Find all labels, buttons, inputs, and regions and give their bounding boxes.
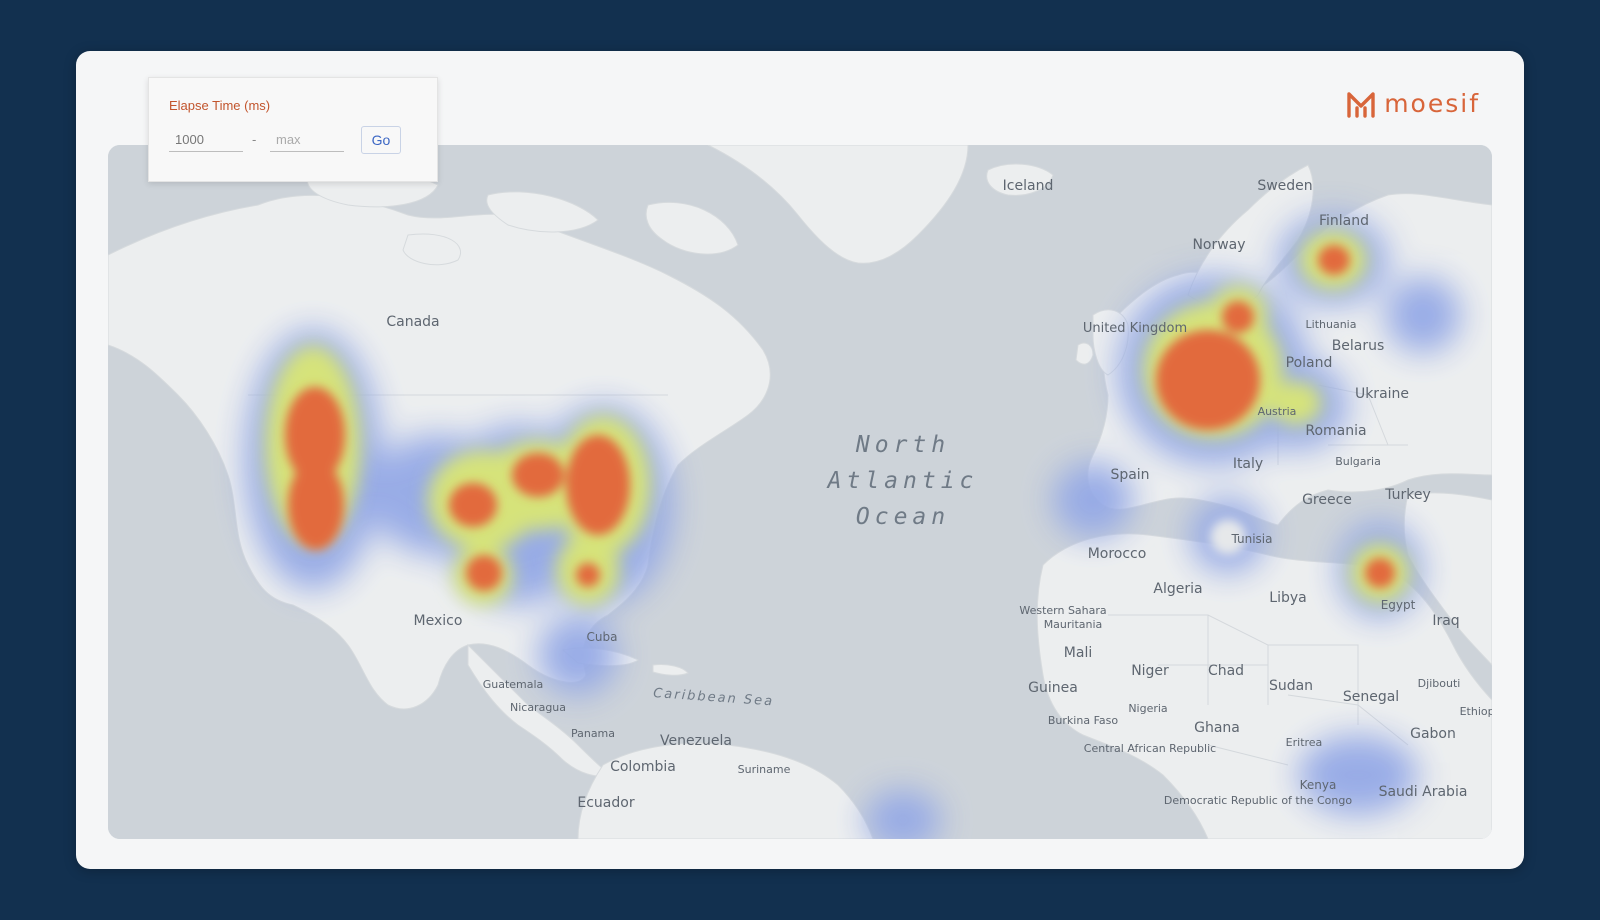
place-label-iceland: Iceland <box>1003 178 1054 194</box>
place-label-belarus: Belarus <box>1332 338 1385 354</box>
place-label-algeria: Algeria <box>1153 581 1202 597</box>
place-label-lithuania: Lithuania <box>1306 318 1357 331</box>
place-label-senegal: Senegal <box>1343 689 1399 705</box>
place-label-morocco: Morocco <box>1088 546 1147 562</box>
place-label-sweden: Sweden <box>1257 178 1312 194</box>
place-label-suriname: Suriname <box>738 763 791 776</box>
ocean-label-line-2: Atlantic <box>826 468 979 494</box>
place-label-mali: Mali <box>1064 645 1092 661</box>
place-label-central-african-republic: Central African Republic <box>1084 742 1216 755</box>
place-label-finland: Finland <box>1319 213 1369 229</box>
place-label-western-sahara: Western Sahara <box>1019 604 1106 617</box>
place-label-venezuela: Venezuela <box>660 733 732 749</box>
place-label-poland: Poland <box>1286 355 1333 371</box>
place-label-nicaragua: Nicaragua <box>510 701 566 714</box>
max-elapse-input[interactable] <box>270 128 344 152</box>
brand-name: moesif <box>1384 89 1480 118</box>
place-label-canada: Canada <box>386 314 439 330</box>
heat-layer-high <box>285 245 1395 591</box>
place-label-bulgaria: Bulgaria <box>1335 455 1381 468</box>
filter-title: Elapse Time (ms) <box>169 98 271 113</box>
place-label-greece: Greece <box>1302 492 1352 508</box>
world-heatmap[interactable]: North Atlantic Ocean Caribbean Sea Canad… <box>108 145 1492 839</box>
place-label-burkina-faso: Burkina Faso <box>1048 714 1118 727</box>
place-label-ghana: Ghana <box>1194 720 1240 736</box>
place-label-kenya: Kenya <box>1300 778 1337 792</box>
range-separator: - <box>252 132 257 147</box>
place-label-eritrea: Eritrea <box>1286 736 1323 749</box>
place-label-mexico: Mexico <box>414 613 463 629</box>
place-label-djibouti: Djibouti <box>1418 677 1461 690</box>
place-label-romania: Romania <box>1305 423 1366 439</box>
place-label-mauritania: Mauritania <box>1044 618 1103 631</box>
place-labels: Canada Mexico Cuba Guatemala Nicaragua Panama… <box>386 178 1492 811</box>
place-label-libya: Libya <box>1269 590 1306 606</box>
place-label-italy: Italy <box>1233 456 1263 472</box>
place-label-spain: Spain <box>1110 467 1149 483</box>
ocean-label: North Atlantic Ocean <box>826 432 979 530</box>
ocean-label-line-1: North <box>855 432 950 458</box>
place-label-nigeria: Nigeria <box>1128 702 1167 715</box>
place-label-gabon: Gabon <box>1410 726 1456 742</box>
place-label-ukraine: Ukraine <box>1355 386 1409 402</box>
place-label-ecuador: Ecuador <box>577 795 634 811</box>
go-button[interactable]: Go <box>361 126 401 154</box>
place-label-tunisia: Tunisia <box>1231 532 1273 546</box>
place-label-democratic-republic-of-the-congo: Democratic Republic of the Congo <box>1164 794 1352 807</box>
place-label-egypt: Egypt <box>1381 598 1416 612</box>
place-label-austria: Austria <box>1258 405 1297 418</box>
moesif-logo-icon <box>1347 91 1375 118</box>
brand-logo[interactable]: moesif <box>1346 89 1480 118</box>
heatmap-card: North Atlantic Ocean Caribbean Sea Canad… <box>76 51 1524 869</box>
heat-ring-tunisia <box>1210 519 1246 555</box>
place-label-colombia: Colombia <box>610 759 676 775</box>
min-elapse-input[interactable] <box>169 128 243 152</box>
place-label-chad: Chad <box>1208 663 1244 679</box>
ocean-label-line-3: Ocean <box>856 504 950 530</box>
filter-panel: Elapse Time (ms) - Go <box>148 77 438 182</box>
place-label-sudan: Sudan <box>1269 678 1313 694</box>
place-label-guinea: Guinea <box>1028 680 1078 696</box>
place-label-united-kingdom: United Kingdom <box>1083 321 1187 336</box>
place-label-guatemala: Guatemala <box>483 678 544 691</box>
place-label-niger: Niger <box>1131 663 1169 679</box>
place-label-turkey: Turkey <box>1384 487 1431 503</box>
place-label-panama: Panama <box>571 727 615 740</box>
place-label-norway: Norway <box>1192 237 1245 253</box>
place-label-ethiopia: Ethiopia <box>1460 705 1492 718</box>
place-label-cuba: Cuba <box>587 630 618 644</box>
place-label-saudi-arabia: Saudi Arabia <box>1379 784 1468 800</box>
place-label-iraq: Iraq <box>1432 613 1459 629</box>
